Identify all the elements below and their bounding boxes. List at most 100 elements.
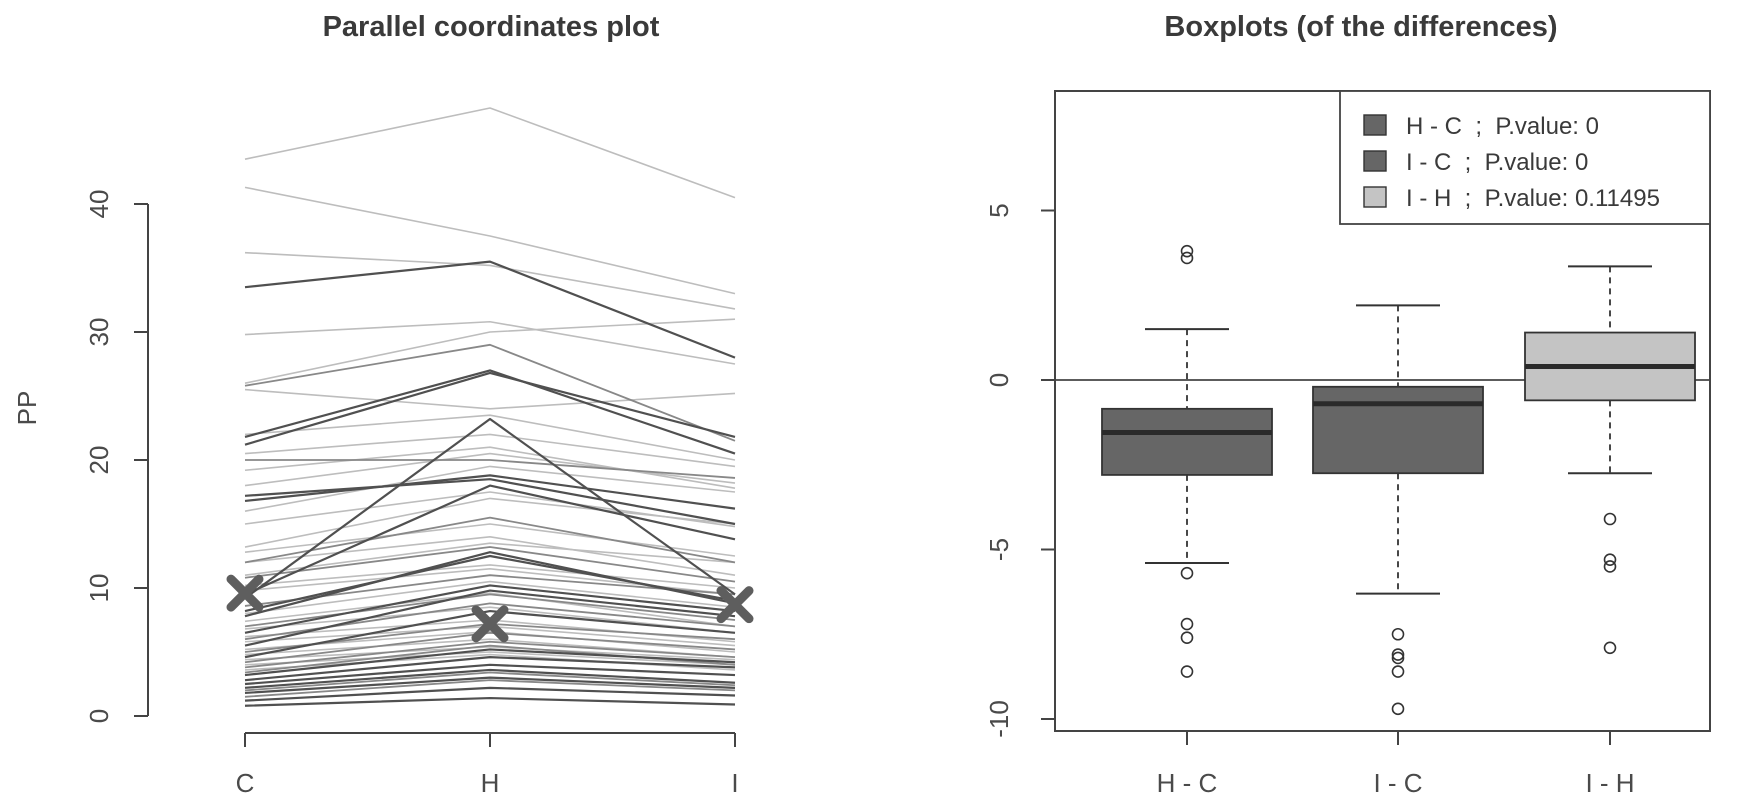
parallel-line-light-16 [244,542,736,576]
outlier-point-1 [1391,627,1405,641]
parallel-line-dark-3 [244,371,736,446]
parallel-line-mid-3 [244,516,736,564]
outlier-point-4 [1391,665,1405,678]
outlier-point-3 [1603,560,1617,573]
parallel-line-dark-17 [244,676,736,695]
parallel-line-light-20 [244,592,736,628]
bp-x-tick-label-2: I - C [1373,768,1422,798]
y-tick-label-30: 30 [84,318,114,347]
boxplot-legend: H - C ; P.value: 0 I - C ; P.value: 0 I - … [1339,90,1711,225]
parallel-line-dark-7 [244,417,736,600]
boxplot-boxes [1055,244,1710,716]
highlight-x-marker-C [226,574,264,612]
outlier-point-6 [1180,665,1194,678]
legend-label-2: I - C ; P.value: 0 [1406,149,1588,176]
marker-stroke-b [226,574,264,612]
bp-y-tick-label-0: 0 [984,373,1014,387]
y-tick-label-20: 20 [84,446,114,475]
highlight-x-marker-I [716,586,754,624]
outlier-point-2 [1391,648,1405,661]
parallel-line-light-19 [244,580,736,615]
parallel-line-light-2 [244,186,736,295]
parallel-line-mid-1 [244,343,736,442]
parallel-line-dark-13 [244,648,736,677]
legend-swatch-1 [1363,114,1387,136]
parallel-line-mid-10 [244,640,736,669]
outlier-point-1 [1180,251,1194,265]
parallel-line-light-17 [244,564,736,589]
boxplot-title: Boxplots (of the differences) [1164,11,1557,43]
parallel-line-light-4 [244,320,736,365]
y-axis-label-pp: PP [12,391,42,426]
parallel-line-light-26 [244,646,736,661]
parallel-line-light-6 [244,388,736,410]
bp-y-tick-label-5: 5 [984,203,1014,217]
parallel-line-dark-11 [244,589,736,647]
parallel-line-dark-2 [244,369,736,455]
y-tick-label-10: 10 [84,574,114,603]
parallel-line-light-27 [244,651,736,666]
parallel-line-mid-4 [244,546,736,583]
legend-frame [1339,90,1711,225]
bp-y-tick-label--10: -10 [984,700,1014,738]
parallel-line-light-8 [244,433,736,468]
parallel-coordinates-title: Parallel coordinates plot [323,11,660,43]
box-iqr [1312,385,1484,475]
parallel-line-mid-13 [244,679,736,698]
parallel-line-dark-14 [244,656,736,682]
outlier-point-2 [1180,244,1194,258]
y-tick-label-0: 0 [84,709,114,723]
x-tick-label-I: I [731,768,738,798]
outlier-point-1 [1603,512,1617,526]
parallel-line-light-13 [244,497,736,548]
x-tick-label-C: C [236,768,255,798]
marker-stroke-b [716,586,754,624]
boxplot-1 [1101,244,1273,678]
parallel-line-dark-9 [244,551,736,618]
x-tick-label-H: H [481,768,500,798]
outlier-point-5 [1180,631,1194,644]
highlight-x-marker-H [471,605,509,643]
parallel-line-dark-19 [244,696,736,707]
parallel-y-axis: 0 10 20 30 40 [84,190,149,723]
parallel-line-dark-1 [244,260,736,359]
legend-swatch-3 [1363,186,1387,208]
parallel-line-mid-2 [245,459,736,479]
bp-x-tick-label-1: H - C [1157,768,1218,798]
marker-stroke-b [471,605,509,643]
parallel-line-mid-6 [244,593,736,628]
parallel-line-dark-10 [244,584,736,634]
parallel-coordinates-panel: Parallel coordinates plot PP 0 10 20 30 40 C… [12,11,754,798]
parallel-line-light-5 [244,318,736,384]
parallel-line-light-21 [244,606,736,634]
legend-label-1: H - C ; P.value: 0 [1406,113,1599,140]
parallel-line-dark-6 [244,484,736,596]
parallel-line-light-1 [244,107,736,199]
parallel-line-light-11 [244,465,736,512]
outlier-point-2 [1603,553,1617,566]
parallel-line-light-14 [244,523,736,557]
parallel-line-light-9 [244,446,736,489]
outlier-point-4 [1180,617,1194,631]
parallel-line-dark-12 [244,609,736,659]
bp-y-tick-label--5: -5 [984,538,1014,561]
outlier-point-4 [1603,641,1617,655]
parallel-highlight-markers [226,574,754,643]
y-tick-label-40: 40 [84,190,114,219]
box-iqr [1101,407,1273,476]
parallel-line-dark-16 [244,668,736,689]
boxplot-panel: Boxplots (of the differences) -10 -5 0 5 H … [984,11,1711,798]
parallel-line-light-15 [244,535,736,576]
parallel-lines-mid [244,343,736,698]
legend-label-3: I - H ; P.value: 0.11495 [1406,185,1660,212]
parallel-lines-dark [244,260,736,707]
bp-x-tick-label-3: I - H [1585,768,1634,798]
parallel-line-light-10 [244,452,736,487]
boxplot-3 [1524,265,1696,655]
outlier-point-3 [1391,651,1405,665]
outlier-point-3 [1180,566,1194,580]
parallel-line-dark-4 [244,478,736,526]
